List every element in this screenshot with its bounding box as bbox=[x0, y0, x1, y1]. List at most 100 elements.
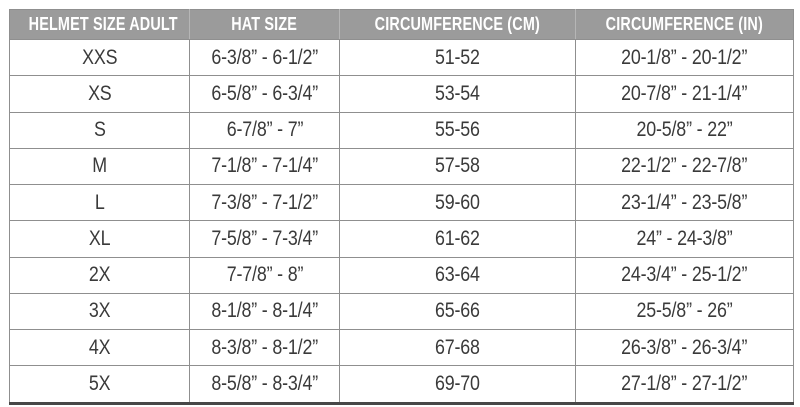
cell-text: 22-1/2” - 22-7/8” bbox=[621, 154, 748, 178]
cell-text: 20-5/8” - 22” bbox=[636, 118, 733, 142]
circumference-cm-cell: 59-60 bbox=[339, 183, 576, 222]
cell-text: 55-56 bbox=[435, 118, 480, 142]
circumference-in-cell: 23-1/4” - 23-5/8” bbox=[575, 183, 794, 222]
cell-text: 57-58 bbox=[435, 154, 480, 178]
header-label: CIRCUMFERENCE (IN) bbox=[605, 14, 764, 34]
cell-text: 59-60 bbox=[435, 190, 480, 214]
header-hat-size: HAT SIZE bbox=[189, 9, 340, 40]
cell-text: XXS bbox=[81, 45, 118, 69]
circumference-cm-cell: 69-70 bbox=[339, 365, 576, 404]
hat-size-cell: 6-5/8” - 6-3/4” bbox=[189, 75, 340, 113]
circumference-cm-cell: 53-54 bbox=[339, 75, 576, 113]
header-row: HELMET SIZE ADULT HAT SIZE CIRCUMFERENCE… bbox=[9, 9, 794, 40]
header-label: HELMET SIZE ADULT bbox=[28, 14, 178, 34]
table-header: HELMET SIZE ADULT HAT SIZE CIRCUMFERENCE… bbox=[9, 9, 794, 40]
cell-text: 61-62 bbox=[435, 226, 480, 250]
size-cell: S bbox=[9, 111, 190, 149]
cell-text: XS bbox=[87, 81, 112, 105]
cell-text: 53-54 bbox=[435, 81, 480, 105]
circumference-cm-cell: 67-68 bbox=[339, 328, 576, 367]
hat-size-cell: 8-3/8” - 8-1/2” bbox=[189, 328, 340, 367]
header-circumference-in: CIRCUMFERENCE (IN) bbox=[575, 9, 794, 40]
cell-text: 6-3/8” - 6-1/2” bbox=[211, 45, 318, 69]
circumference-in-cell: 24-3/4” - 25-1/2” bbox=[575, 256, 794, 294]
cell-text: 24” - 24-3/8” bbox=[636, 226, 733, 250]
hat-size-cell: 7-7/8” - 8” bbox=[189, 256, 340, 294]
cell-text: 8-3/8” - 8-1/2” bbox=[211, 335, 318, 359]
circumference-cm-cell: 63-64 bbox=[339, 256, 576, 294]
cell-text: 6-5/8” - 6-3/4” bbox=[211, 81, 318, 105]
cell-text: 24-3/4” - 25-1/2” bbox=[621, 263, 748, 287]
size-cell: XL bbox=[9, 220, 190, 258]
cell-text: 65-66 bbox=[435, 299, 480, 323]
table-row: 3X 8-1/8” - 8-1/4” 65-66 25-5/8” - 26” bbox=[9, 292, 794, 331]
cell-text: S bbox=[93, 118, 106, 142]
circumference-in-cell: 22-1/2” - 22-7/8” bbox=[575, 147, 794, 186]
hat-size-cell: 8-5/8” - 8-3/4” bbox=[189, 365, 340, 404]
cell-text: 27-1/8” - 27-1/2” bbox=[621, 372, 748, 396]
cell-text: XL bbox=[88, 226, 111, 250]
size-cell: 2X bbox=[9, 256, 190, 294]
cell-text: 3X bbox=[88, 299, 111, 323]
circumference-in-cell: 20-5/8” - 22” bbox=[575, 111, 794, 149]
table-row: M 7-1/8” - 7-1/4” 57-58 22-1/2” - 22-7/8” bbox=[9, 147, 794, 186]
cell-text: 5X bbox=[88, 372, 111, 396]
size-cell: M bbox=[9, 147, 190, 186]
cell-text: 8-1/8” - 8-1/4” bbox=[211, 299, 318, 323]
circumference-in-cell: 25-5/8” - 26” bbox=[575, 292, 794, 331]
size-cell: 5X bbox=[9, 365, 190, 404]
hat-size-cell: 8-1/8” - 8-1/4” bbox=[189, 292, 340, 331]
cell-text: 23-1/4” - 23-5/8” bbox=[621, 190, 748, 214]
cell-text: 67-68 bbox=[435, 335, 480, 359]
circumference-in-cell: 20-7/8” - 21-1/4” bbox=[575, 75, 794, 113]
table-row: 2X 7-7/8” - 8” 63-64 24-3/4” - 25-1/2” bbox=[9, 256, 794, 294]
table-row: XXS 6-3/8” - 6-1/2” 51-52 20-1/8” - 20-1/2” bbox=[9, 38, 794, 77]
hat-size-cell: 7-5/8” - 7-3/4” bbox=[189, 220, 340, 258]
header-circumference-cm: CIRCUMFERENCE (CM) bbox=[339, 9, 576, 40]
header-label: CIRCUMFERENCE (CM) bbox=[374, 14, 541, 34]
table-row: XL 7-5/8” - 7-3/4” 61-62 24” - 24-3/8” bbox=[9, 220, 794, 258]
cell-text: 2X bbox=[88, 263, 111, 287]
circumference-in-cell: 24” - 24-3/8” bbox=[575, 220, 794, 258]
circumference-cm-cell: 57-58 bbox=[339, 147, 576, 186]
cell-text: 6-7/8” - 7” bbox=[226, 118, 303, 142]
header-helmet-size-adult: HELMET SIZE ADULT bbox=[9, 9, 190, 40]
cell-text: 20-1/8” - 20-1/2” bbox=[621, 45, 748, 69]
cell-text: 7-1/8” - 7-1/4” bbox=[211, 154, 318, 178]
cell-text: 69-70 bbox=[435, 372, 480, 396]
cell-text: 7-3/8” - 7-1/2” bbox=[211, 190, 318, 214]
cell-text: 7-7/8” - 8” bbox=[226, 263, 303, 287]
size-cell: XXS bbox=[9, 38, 190, 77]
table-row: XS 6-5/8” - 6-3/4” 53-54 20-7/8” - 21-1/4” bbox=[9, 75, 794, 113]
cell-text: 51-52 bbox=[435, 45, 480, 69]
cell-text: 4X bbox=[88, 335, 111, 359]
table-row: L 7-3/8” - 7-1/2” 59-60 23-1/4” - 23-5/8” bbox=[9, 183, 794, 222]
circumference-in-cell: 27-1/8” - 27-1/2” bbox=[575, 365, 794, 404]
size-cell: L bbox=[9, 183, 190, 222]
cell-text: 8-5/8” - 8-3/4” bbox=[211, 372, 318, 396]
table-row: S 6-7/8” - 7” 55-56 20-5/8” - 22” bbox=[9, 111, 794, 149]
cell-text: L bbox=[94, 190, 105, 214]
cell-text: 20-7/8” - 21-1/4” bbox=[621, 81, 748, 105]
circumference-in-cell: 26-3/8” - 26-3/4” bbox=[575, 328, 794, 367]
cell-text: 7-5/8” - 7-3/4” bbox=[211, 226, 318, 250]
table-row: 5X 8-5/8” - 8-3/4” 69-70 27-1/8” - 27-1/2” bbox=[9, 365, 794, 404]
helmet-size-table: HELMET SIZE ADULT HAT SIZE CIRCUMFERENCE… bbox=[9, 9, 794, 405]
circumference-cm-cell: 61-62 bbox=[339, 220, 576, 258]
size-cell: 3X bbox=[9, 292, 190, 331]
hat-size-cell: 6-7/8” - 7” bbox=[189, 111, 340, 149]
circumference-cm-cell: 65-66 bbox=[339, 292, 576, 331]
hat-size-cell: 6-3/8” - 6-1/2” bbox=[189, 38, 340, 77]
table-row: 4X 8-3/8” - 8-1/2” 67-68 26-3/8” - 26-3/4” bbox=[9, 328, 794, 367]
table-body: XXS 6-3/8” - 6-1/2” 51-52 20-1/8” - 20-1/2”… bbox=[9, 38, 794, 404]
circumference-in-cell: 20-1/8” - 20-1/2” bbox=[575, 38, 794, 77]
hat-size-cell: 7-3/8” - 7-1/2” bbox=[189, 183, 340, 222]
circumference-cm-cell: 55-56 bbox=[339, 111, 576, 149]
size-cell: 4X bbox=[9, 328, 190, 367]
header-label: HAT SIZE bbox=[231, 14, 298, 34]
hat-size-cell: 7-1/8” - 7-1/4” bbox=[189, 147, 340, 186]
cell-text: 25-5/8” - 26” bbox=[636, 299, 733, 323]
circumference-cm-cell: 51-52 bbox=[339, 38, 576, 77]
cell-text: M bbox=[92, 154, 107, 178]
